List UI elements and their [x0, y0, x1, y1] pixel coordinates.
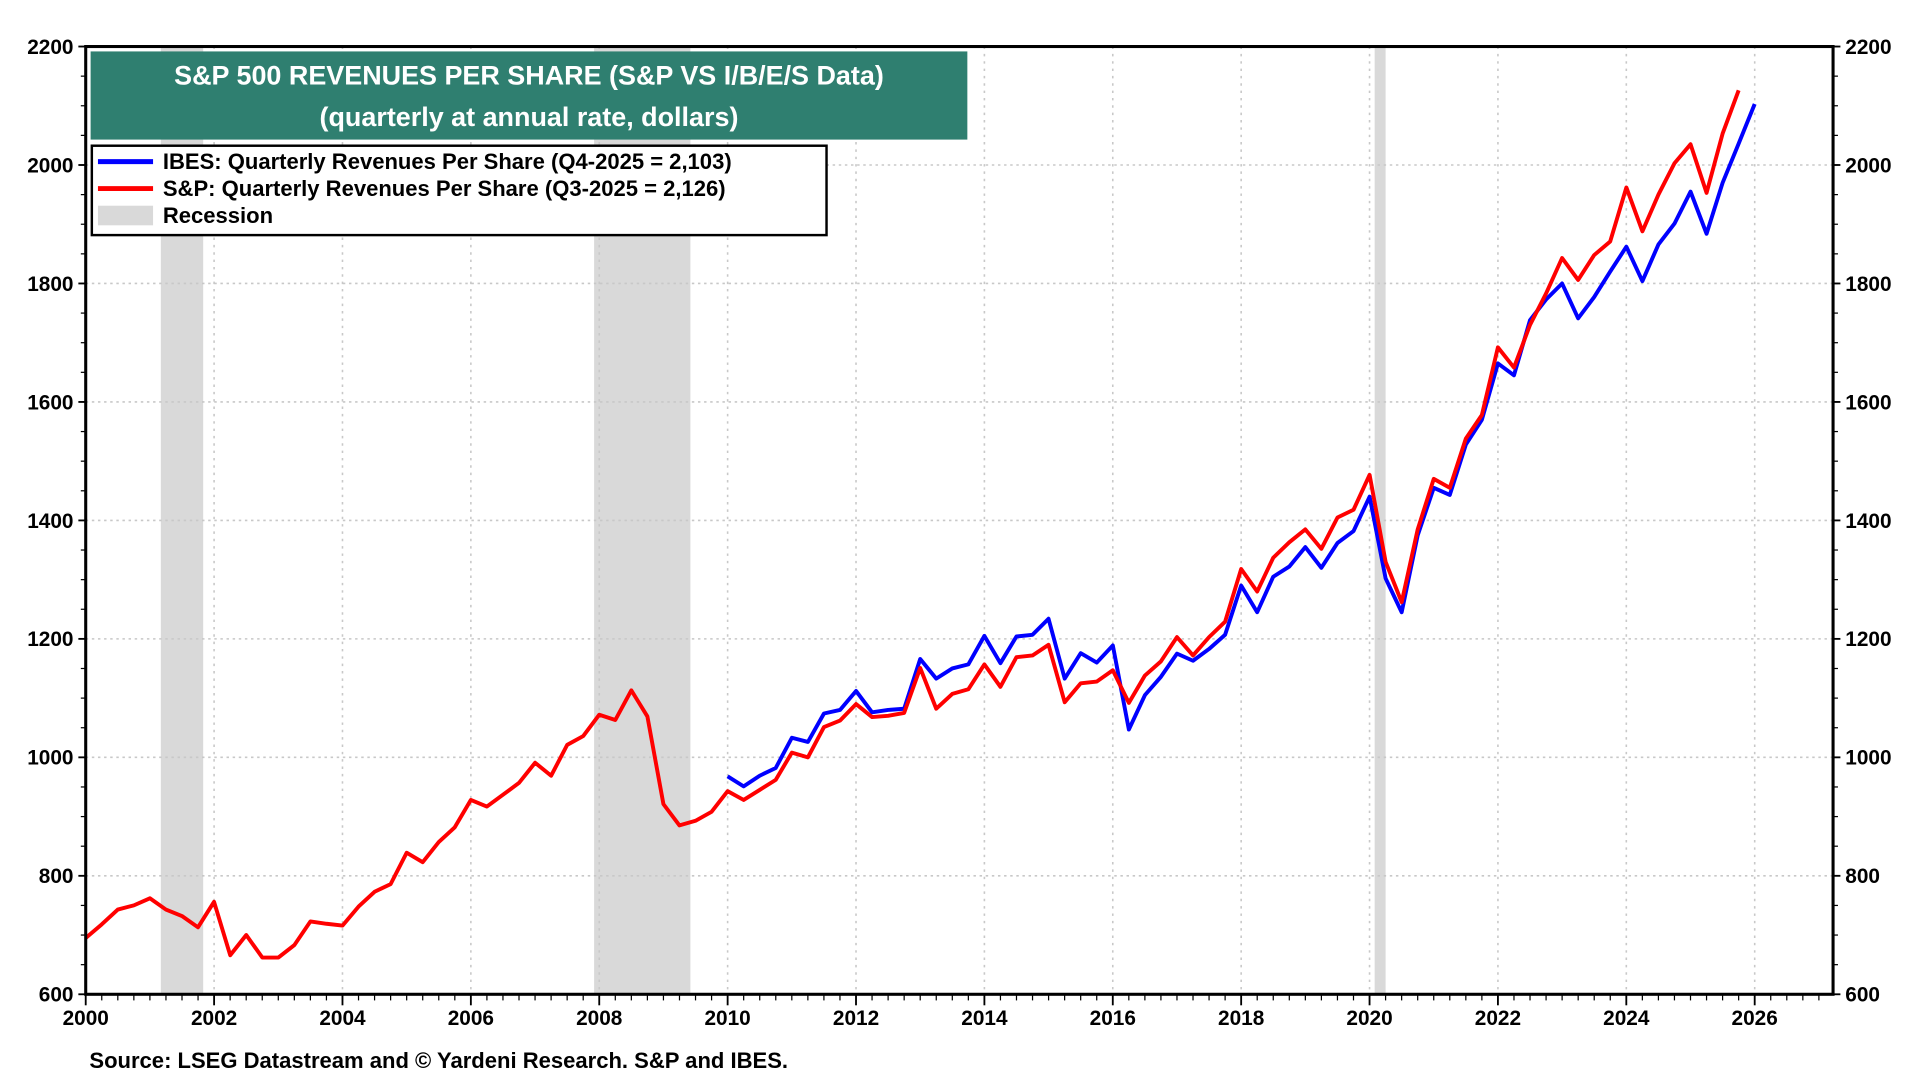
axes: 2000 2002 2004 2006 2008 2010 2012 2014 2016 2018…	[27, 36, 1891, 1030]
y-tick-label-right: 2200	[1845, 36, 1891, 59]
y-tick-label-right: 600	[1845, 984, 1880, 1007]
y-tick-label-left: 2200	[27, 36, 73, 59]
title-background	[90, 51, 968, 140]
x-tick-label: 2004	[319, 1007, 366, 1030]
sp-series-line	[84, 89, 1741, 960]
legend-box	[90, 144, 828, 237]
title-box: S&P 500 REVENUES PER SHARE (S&P VS I/B/E…	[90, 51, 968, 140]
legend-label-sp: S&P: Quarterly Revenues Per Share (Q3-20…	[163, 176, 726, 201]
series-lines	[84, 89, 1757, 960]
y-tick-label-right: 1000	[1845, 747, 1891, 770]
x-tick-label: 2014	[961, 1007, 1008, 1030]
x-tick-label: 2020	[1346, 1007, 1392, 1030]
y-tick-label-left: 1400	[27, 510, 73, 533]
x-tick-label: 2026	[1732, 1007, 1778, 1030]
x-tick-label: 2016	[1090, 1007, 1136, 1030]
legend: IBES: Quarterly Revenues Per Share (Q4-2…	[90, 144, 828, 237]
y-tick-label-left: 2000	[27, 154, 73, 177]
x-tick-label: 2022	[1475, 1007, 1521, 1030]
y-tick-label-left: 1600	[27, 391, 73, 414]
x-tick-label: 2000	[63, 1007, 109, 1030]
chart-title: S&P 500 REVENUES PER SHARE (S&P VS I/B/E…	[174, 60, 884, 90]
y-tick-label-right: 2000	[1845, 154, 1891, 177]
recession-band	[1374, 46, 1386, 995]
ibes-series-line	[726, 103, 1757, 789]
y-tick-label-right: 1200	[1845, 628, 1891, 651]
x-tick-label: 2008	[576, 1007, 622, 1030]
y-tick-label-left: 800	[39, 865, 74, 888]
y-tick-label-right: 1400	[1845, 510, 1891, 533]
legend-label-recession: Recession	[163, 203, 273, 228]
y-tick-label-left: 1000	[27, 747, 73, 770]
y-tick-label-right: 1800	[1845, 273, 1891, 296]
chart-subtitle: (quarterly at annual rate, dollars)	[320, 102, 739, 132]
y-tick-label-left: 600	[39, 984, 74, 1007]
x-tick-label: 2024	[1603, 1007, 1650, 1030]
x-tick-label: 2010	[704, 1007, 750, 1030]
x-tick-label: 2018	[1218, 1007, 1264, 1030]
y-tick-label-left: 1800	[27, 273, 73, 296]
x-tick-label: 2006	[448, 1007, 494, 1030]
x-tick-label: 2012	[833, 1007, 879, 1030]
y-tick-label-right: 1600	[1845, 391, 1891, 414]
legend-swatch-recession	[97, 205, 154, 226]
legend-label-ibes: IBES: Quarterly Revenues Per Share (Q4-2…	[163, 149, 732, 174]
source-note: Source: LSEG Datastream and © Yardeni Re…	[89, 1048, 788, 1073]
y-tick-label-right: 800	[1845, 865, 1880, 888]
y-tick-label-left: 1200	[27, 628, 73, 651]
x-tick-label: 2002	[191, 1007, 237, 1030]
